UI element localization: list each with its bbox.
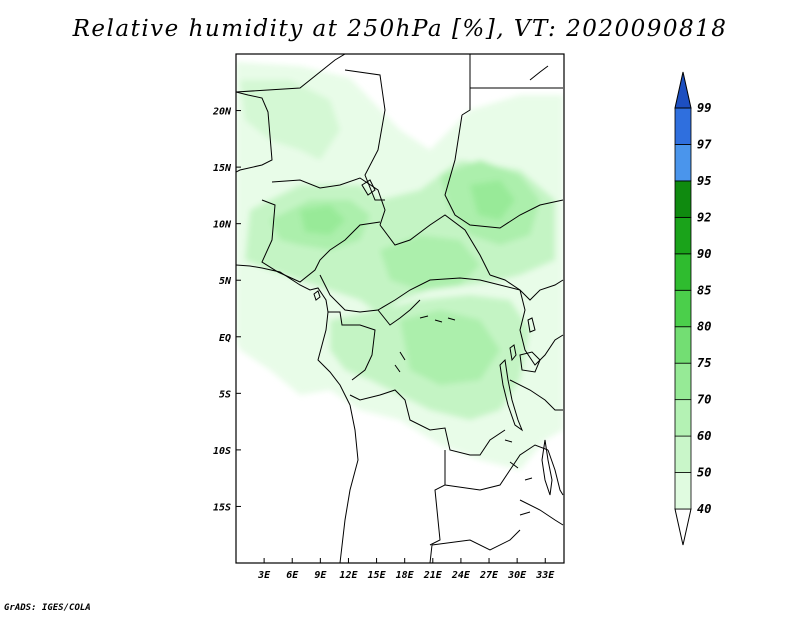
border-mozambique <box>519 449 564 526</box>
colorbar-level-label: 50 <box>697 466 711 480</box>
colorbar-segment <box>674 180 692 218</box>
chart-title: Relative humidity at 250hPa [%], VT: 202… <box>72 16 728 42</box>
lat-tick-label: 10N <box>213 220 232 231</box>
colorbar-segment <box>674 289 692 328</box>
border-east-africa <box>519 289 564 366</box>
colorbar-level-label: 85 <box>697 283 711 297</box>
lon-tick-label: 6E <box>286 570 299 581</box>
lat-tick-label: EQ <box>219 333 231 344</box>
colorbar-segment <box>674 326 692 364</box>
lake-tanganyika <box>499 358 524 432</box>
lake-chad <box>361 179 376 196</box>
border-libya-egypt <box>461 54 471 116</box>
lat-tick-label: 10S <box>213 446 231 457</box>
lon-tick-label: 33E <box>535 570 555 581</box>
colorbar-level-label: 70 <box>697 393 711 407</box>
lon-tick-label: 24E <box>451 570 471 581</box>
colorbar-high-triangle <box>674 71 692 109</box>
humidity-field <box>236 62 563 470</box>
border-chad-car <box>379 214 491 276</box>
rh-70-region-south <box>400 310 500 385</box>
border-angola-zambia <box>429 450 446 546</box>
lon-tick-label: 30E <box>507 570 527 581</box>
border-libya-sudan <box>344 69 386 201</box>
colorbar-segment <box>674 107 692 145</box>
lon-tick-label: 9E <box>314 570 327 581</box>
lake-kivu <box>509 344 517 362</box>
border-car-congo <box>319 274 521 313</box>
lon-tick-label: 3E <box>257 570 271 581</box>
lon-tick-label: 21E <box>423 570 443 581</box>
latitude-axis: 20N 15N 10N 5N EQ 5S 10S 15S <box>212 107 241 513</box>
colorbar-level-label: 99 <box>697 101 711 115</box>
border-zambia <box>444 444 549 491</box>
border-drc-west <box>377 299 421 326</box>
lon-tick-label: 15E <box>368 570 387 581</box>
colorbar-level-label: 92 <box>697 210 711 224</box>
colorbar: 40 50 60 70 75 80 85 90 92 95 97 99 <box>674 71 712 546</box>
colorbar-level-label: 80 <box>697 320 711 334</box>
map-frame <box>235 53 565 564</box>
lon-tick-label: 18E <box>396 570 415 581</box>
colorbar-segment <box>674 435 692 473</box>
rh-50-region <box>240 80 340 160</box>
lake-victoria <box>519 351 541 373</box>
colorbar-segment <box>674 253 692 291</box>
border-angola-south <box>339 404 359 563</box>
lake-albert <box>527 317 536 333</box>
colorbar-segment <box>674 399 692 437</box>
lat-tick-label: 15S <box>213 502 231 513</box>
coastline-guinea <box>236 264 351 406</box>
colorbar-level-label: 60 <box>697 429 711 443</box>
grads-credit: GrADS: IGES/COLA <box>4 603 91 613</box>
rh-75-region-east <box>470 180 515 220</box>
lat-tick-label: 20N <box>212 107 232 118</box>
rh-70-region-central <box>380 235 480 290</box>
red-sea-coast <box>529 65 549 81</box>
colorbar-segment <box>674 472 692 510</box>
colorbar-low-triangle <box>674 508 692 546</box>
border-niger-chad <box>271 177 386 226</box>
border-namibia-botswana <box>429 529 521 563</box>
colorbar-level-label: 75 <box>697 356 711 370</box>
colorbar-level-label: 90 <box>697 247 711 261</box>
river-islands <box>394 315 533 516</box>
lake-malawi <box>541 439 553 496</box>
border-nigeria-cameroon <box>261 199 381 283</box>
colorbar-level-label: 40 <box>697 502 711 516</box>
bioko-island <box>313 290 321 301</box>
lat-tick-label: 5N <box>219 276 232 287</box>
coastline-west <box>236 91 273 173</box>
lon-tick-label: 12E <box>339 570 358 581</box>
border-south-sudan <box>489 274 564 301</box>
border-drc-angola <box>349 389 506 456</box>
border-tanzania <box>509 379 563 411</box>
border-algeria-libya <box>236 54 346 93</box>
longitude-axis: 3E 6E 9E 12E 15E 18E 21E 24E 27E 30E 33E <box>257 558 555 581</box>
border-sudan-ethiopia <box>444 114 564 229</box>
rh-75-region <box>300 205 345 235</box>
lat-tick-label: 5S <box>219 389 231 400</box>
border-gabon-congo <box>328 311 376 381</box>
lat-tick-label: 15N <box>213 163 232 174</box>
lon-tick-label: 27E <box>479 570 499 581</box>
colorbar-segment <box>674 144 692 182</box>
colorbar-level-label: 95 <box>697 174 711 188</box>
country-borders <box>236 54 564 563</box>
colorbar-segment <box>674 216 692 255</box>
colorbar-segment <box>674 362 692 401</box>
colorbar-level-label: 97 <box>697 137 712 151</box>
